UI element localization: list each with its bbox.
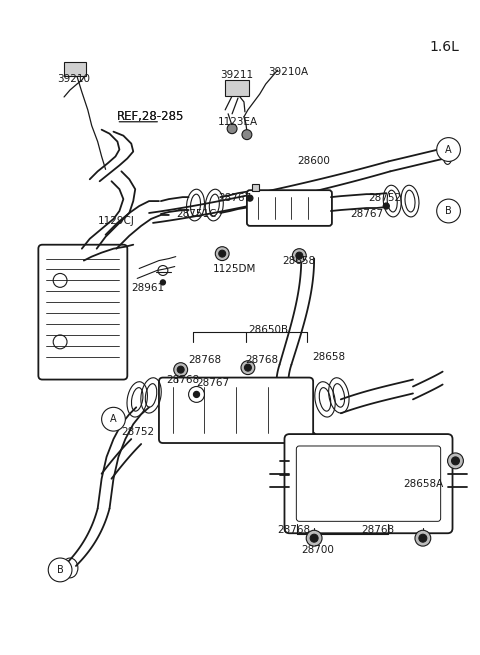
Text: 1.6L: 1.6L (430, 41, 460, 54)
Circle shape (102, 407, 125, 431)
Text: B: B (57, 565, 63, 575)
Circle shape (384, 203, 389, 209)
Circle shape (306, 531, 322, 546)
Text: 28752: 28752 (369, 193, 402, 203)
Circle shape (174, 363, 188, 377)
Text: 28650B: 28650B (248, 325, 288, 335)
Circle shape (247, 195, 253, 201)
Circle shape (242, 130, 252, 140)
Text: 28751C: 28751C (176, 209, 216, 219)
Text: 1123EA: 1123EA (218, 117, 258, 127)
FancyBboxPatch shape (159, 377, 313, 443)
Text: 28768: 28768 (245, 355, 278, 365)
Text: B: B (445, 206, 452, 216)
Circle shape (177, 366, 184, 373)
Text: A: A (445, 145, 452, 155)
Circle shape (415, 531, 431, 546)
Circle shape (419, 534, 427, 542)
Circle shape (292, 249, 306, 263)
Bar (252, 184, 259, 191)
Text: 28752: 28752 (121, 427, 155, 437)
Circle shape (437, 199, 460, 223)
Text: 28658A: 28658A (403, 479, 444, 489)
Text: 28768: 28768 (277, 525, 311, 535)
Text: 28768: 28768 (166, 375, 199, 384)
Text: 28768: 28768 (189, 355, 222, 365)
Text: 39210A: 39210A (268, 67, 308, 77)
Bar (64, 62, 86, 76)
FancyBboxPatch shape (285, 434, 453, 533)
Text: 28768: 28768 (361, 525, 395, 535)
Text: 28767: 28767 (351, 209, 384, 219)
Circle shape (310, 534, 318, 542)
Circle shape (48, 558, 72, 582)
Text: 1129CJ: 1129CJ (97, 216, 134, 226)
Text: 28600: 28600 (297, 157, 330, 166)
Circle shape (193, 392, 200, 398)
Text: 28767: 28767 (196, 377, 229, 388)
Text: 28700: 28700 (301, 545, 334, 555)
Text: 28767: 28767 (218, 193, 252, 203)
Circle shape (160, 280, 166, 285)
Text: 1125DM: 1125DM (212, 263, 256, 274)
Circle shape (437, 138, 460, 161)
Circle shape (219, 250, 226, 257)
Text: 28961: 28961 (131, 284, 164, 293)
Text: 28658: 28658 (312, 352, 345, 362)
Circle shape (447, 453, 463, 469)
Text: A: A (110, 414, 117, 424)
Circle shape (227, 124, 237, 134)
FancyBboxPatch shape (296, 446, 441, 521)
Text: 28658: 28658 (283, 255, 316, 266)
Bar (225, 80, 249, 96)
Text: REF,28-285: REF,28-285 (117, 110, 184, 123)
FancyBboxPatch shape (247, 190, 332, 226)
Text: REF,28-285: REF,28-285 (117, 110, 184, 123)
Circle shape (244, 364, 252, 371)
Circle shape (296, 252, 303, 259)
Circle shape (452, 457, 459, 465)
Text: 39211: 39211 (220, 70, 253, 80)
FancyBboxPatch shape (38, 245, 127, 379)
Text: 39210: 39210 (57, 74, 90, 84)
Circle shape (241, 361, 255, 375)
Circle shape (216, 247, 229, 261)
